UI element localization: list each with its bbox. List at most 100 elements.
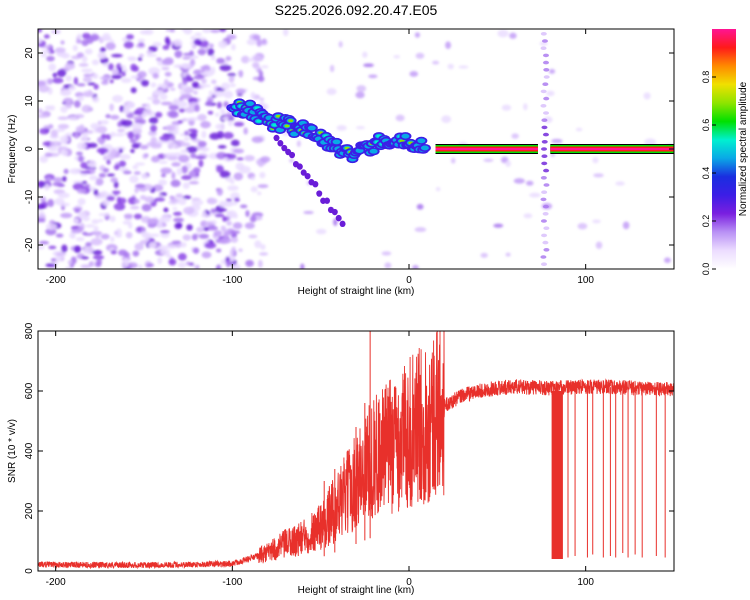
noise-blob (106, 195, 115, 201)
noise-blob (156, 222, 164, 229)
noise-blob (148, 242, 157, 249)
noise-blob (203, 227, 209, 232)
noise-blob (131, 143, 141, 149)
noise-blob (38, 84, 50, 93)
noise-blob (165, 29, 170, 32)
noise-blob (198, 159, 204, 168)
spectrogram-x-tick-label: 0 (406, 275, 412, 286)
noise-blob (75, 151, 83, 156)
noise-blob (150, 82, 157, 88)
noise-blob (83, 73, 93, 77)
noise-blob (209, 132, 221, 140)
noise-blob (65, 75, 72, 82)
noise-blob (395, 114, 405, 122)
snr-y-tick-label: 600 (24, 382, 35, 399)
noise-blob (132, 65, 139, 72)
noise-blob (215, 248, 222, 253)
colorbar-axis: 0.0 0.2 0.4 0.6 0.8 (701, 71, 716, 275)
noise-blob (289, 158, 295, 163)
noise-blob (41, 49, 51, 54)
noise-blob (38, 217, 45, 223)
noise-blob (154, 197, 166, 202)
noise-blob (191, 81, 199, 88)
noise-blob (182, 52, 194, 56)
noise-blob (61, 244, 68, 253)
noise-blob (117, 249, 128, 256)
noise-blob (150, 124, 158, 133)
noise-blob (202, 29, 212, 34)
noise-blob (548, 68, 556, 74)
noise-blob (199, 84, 211, 88)
noise-blob (215, 264, 221, 269)
noise-blob (178, 253, 187, 261)
noise-blob (140, 79, 150, 87)
track-branch-blob (324, 197, 331, 204)
noise-blob (205, 99, 213, 107)
noise-blob (206, 226, 219, 231)
noise-blob (223, 90, 234, 99)
noise-blob (92, 73, 99, 79)
track-blob-mid (290, 131, 299, 137)
noise-blob (85, 224, 95, 228)
noise-blob (233, 172, 244, 181)
noise-blob (250, 186, 258, 193)
noise-blob (68, 116, 78, 121)
noise-blob (622, 221, 630, 230)
noise-blob (134, 198, 140, 204)
noise-blob (450, 157, 456, 164)
noise-blob (664, 257, 671, 264)
noise-blob (146, 50, 153, 54)
noise-blob (206, 197, 218, 205)
noise-blob (593, 173, 604, 178)
noise-blob (505, 160, 511, 168)
track-branch-blob (339, 220, 346, 228)
noise-blob (87, 142, 98, 148)
noise-blob (315, 228, 327, 235)
streak-blob (542, 212, 549, 216)
noise-blob (167, 156, 178, 161)
noise-blob (191, 44, 197, 49)
noise-blob (179, 241, 187, 248)
noise-blob (90, 238, 103, 246)
noise-blob (99, 76, 111, 81)
noise-blob (109, 79, 114, 84)
noise-blob (144, 153, 149, 158)
noise-blob (197, 48, 207, 56)
noise-blob (303, 210, 314, 215)
noise-blob (132, 116, 144, 120)
noise-blob (152, 72, 159, 79)
noise-blob (85, 242, 92, 247)
noise-blob (72, 44, 78, 52)
streak-blob (542, 240, 549, 245)
streak-blob (541, 39, 548, 43)
streak-blob (541, 140, 548, 144)
noise-blob (134, 183, 146, 189)
noise-blob (76, 52, 84, 58)
noise-blob (201, 78, 207, 84)
noise-blob (111, 68, 119, 74)
noise-blob (245, 259, 254, 267)
noise-blob (110, 114, 120, 120)
noise-blob (80, 256, 89, 260)
noise-blob (615, 181, 625, 186)
noise-blob (176, 167, 183, 176)
noise-blob (174, 50, 183, 59)
track-blob-mid (420, 145, 429, 151)
track-branch-blob (289, 151, 296, 159)
noise-blob (38, 245, 45, 250)
noise-blob (161, 66, 170, 71)
snr-y-axis: 0 200 400 600 800 (24, 322, 674, 574)
track-branch-blob (335, 214, 342, 222)
noise-blob (92, 249, 103, 255)
noise-blob (226, 260, 231, 268)
noise-blob (220, 108, 226, 115)
noise-blob (134, 242, 144, 251)
noise-blob (257, 191, 262, 196)
noise-blob (225, 198, 233, 202)
noise-blob (161, 83, 168, 90)
noise-blob (98, 173, 107, 178)
spectrogram-image: carrier tone at 0 Hz (38, 29, 674, 269)
noise-blob (123, 41, 134, 49)
noise-blob (170, 179, 181, 188)
noise-blob (259, 97, 265, 101)
